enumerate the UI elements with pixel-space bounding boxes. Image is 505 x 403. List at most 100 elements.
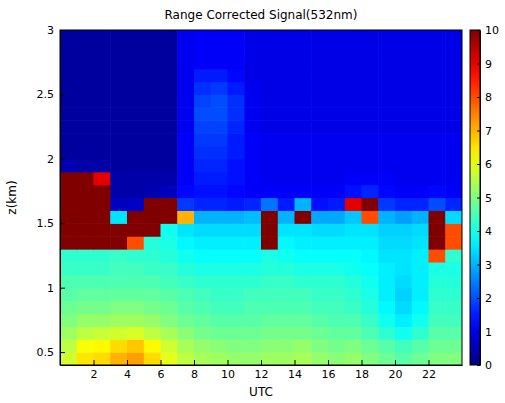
heat-cell <box>228 56 245 69</box>
heat-cell <box>328 120 345 133</box>
heat-cell <box>412 223 429 236</box>
y-tick-label: 2 <box>47 153 54 166</box>
heat-cell <box>311 30 328 43</box>
heat-cell <box>110 30 127 43</box>
heat-cell <box>94 30 111 43</box>
heat-cell <box>228 82 245 95</box>
heat-cell <box>177 339 194 352</box>
heat-cell <box>144 301 161 314</box>
heat-cell <box>110 249 127 262</box>
heat-cell <box>194 146 211 159</box>
heat-cell <box>144 288 161 301</box>
heat-cell <box>211 133 228 146</box>
heat-cell <box>94 172 111 185</box>
heat-cell <box>110 236 127 249</box>
heat-cell <box>311 301 328 314</box>
heat-cell <box>77 69 94 82</box>
heat-cell <box>244 120 261 133</box>
heat-cell <box>278 326 295 339</box>
heat-cell <box>144 107 161 120</box>
heat-cell <box>362 223 379 236</box>
heat-cell <box>144 313 161 326</box>
heat-cell <box>311 146 328 159</box>
heat-cell <box>94 133 111 146</box>
heat-cell <box>362 326 379 339</box>
heat-cell <box>94 313 111 326</box>
heat-cell <box>412 120 429 133</box>
heat-cell <box>244 275 261 288</box>
heat-cell <box>244 185 261 198</box>
heat-cell <box>211 43 228 56</box>
heat-cell <box>328 313 345 326</box>
heat-cell <box>429 288 446 301</box>
heat-cell <box>244 56 261 69</box>
heat-cell <box>378 339 395 352</box>
heat-cell <box>194 56 211 69</box>
heat-cell <box>295 352 312 365</box>
heat-cell <box>345 120 362 133</box>
heat-cell <box>429 185 446 198</box>
heat-cell <box>412 43 429 56</box>
heat-cell <box>278 236 295 249</box>
heat-cell <box>60 313 77 326</box>
heat-cell <box>328 223 345 236</box>
heat-cell <box>77 185 94 198</box>
heat-cell <box>127 159 144 172</box>
heat-cell <box>194 339 211 352</box>
heat-cell <box>94 185 111 198</box>
heat-cell <box>261 30 278 43</box>
heat-cell <box>295 288 312 301</box>
heat-cell <box>211 185 228 198</box>
heat-cell <box>228 223 245 236</box>
heat-cell <box>177 94 194 107</box>
heat-cell <box>94 69 111 82</box>
heat-cell <box>144 146 161 159</box>
heat-cell <box>328 82 345 95</box>
heat-cell <box>127 82 144 95</box>
heat-cell <box>395 69 412 82</box>
heat-cell <box>378 313 395 326</box>
heat-cell <box>345 159 362 172</box>
heat-cell <box>110 172 127 185</box>
heat-cell <box>228 288 245 301</box>
heat-cell <box>328 288 345 301</box>
y-axis-title: z(km) <box>5 180 19 214</box>
heat-cell <box>244 288 261 301</box>
heat-cell <box>177 210 194 223</box>
x-tick-mark <box>261 360 262 365</box>
heat-cell <box>194 326 211 339</box>
heat-cell <box>445 352 462 365</box>
heat-cell <box>228 69 245 82</box>
heat-cell <box>211 210 228 223</box>
heat-cell <box>429 275 446 288</box>
heat-cell <box>194 133 211 146</box>
heat-cell <box>228 339 245 352</box>
heat-cell <box>144 210 161 223</box>
x-tick: 20 <box>389 360 403 381</box>
heat-cell <box>412 69 429 82</box>
heat-cell <box>278 288 295 301</box>
heat-cell <box>194 210 211 223</box>
heat-cell <box>94 223 111 236</box>
heat-cell <box>161 56 178 69</box>
heat-cell <box>362 288 379 301</box>
heat-cell <box>161 30 178 43</box>
heat-cell <box>77 210 94 223</box>
heat-cell <box>378 210 395 223</box>
x-axis: 246810121416182022 <box>61 360 463 381</box>
heat-cell <box>362 146 379 159</box>
heat-cell <box>445 210 462 223</box>
heat-cell <box>378 120 395 133</box>
heat-cell <box>211 82 228 95</box>
heat-cell <box>144 159 161 172</box>
heat-cell <box>295 313 312 326</box>
heat-cell <box>110 159 127 172</box>
heat-cell <box>228 120 245 133</box>
heat-cell <box>445 288 462 301</box>
heat-cell <box>445 275 462 288</box>
y-tick-label: 3 <box>47 24 54 37</box>
heat-cell <box>328 339 345 352</box>
heat-cell <box>311 236 328 249</box>
heat-cell <box>94 210 111 223</box>
heat-cell <box>110 275 127 288</box>
